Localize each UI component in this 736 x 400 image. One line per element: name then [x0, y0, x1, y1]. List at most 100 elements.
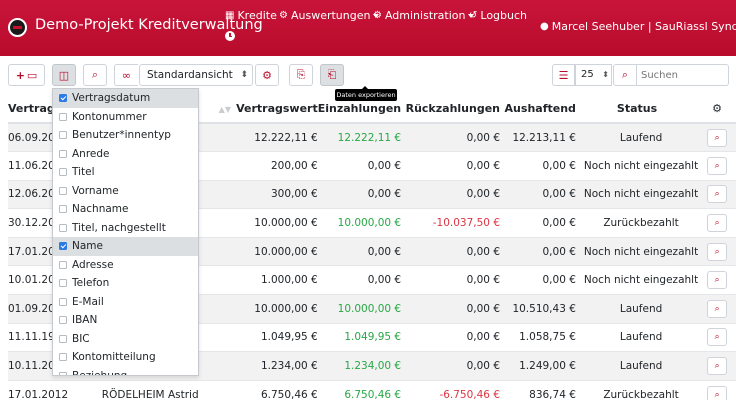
cell-rueck: 0,00 € [401, 351, 501, 381]
cell-rueck: -10.037,50 € [401, 208, 501, 238]
clock-icon[interactable] [225, 31, 235, 41]
checkbox[interactable] [59, 149, 67, 158]
cogs-icon: ⚙ [262, 68, 272, 82]
checkbox[interactable] [59, 334, 67, 343]
search-input[interactable] [636, 64, 729, 86]
column-toggle-label: Benutzer*innentyp [72, 129, 171, 142]
column-toggle-item[interactable]: Vorname [53, 182, 198, 201]
user-menu[interactable]: ● Marcel Seehuber | SauRiassl Syndikat [540, 20, 736, 33]
checkbox[interactable] [59, 242, 67, 251]
cell-ein: 12.222,11 € [317, 122, 402, 152]
history-icon: ↺ [469, 10, 478, 21]
column-toggle-item[interactable]: Kontonummer [53, 108, 198, 127]
column-toggle-item[interactable]: Beziehung [53, 367, 198, 376]
column-toggle-item[interactable]: BIC [53, 330, 198, 349]
view-details-button[interactable]: ⌕ [707, 242, 728, 261]
checkbox[interactable] [59, 112, 67, 121]
cell-ein: 0,00 € [317, 236, 402, 266]
checkbox[interactable] [59, 297, 67, 306]
brand-logo[interactable] [8, 18, 27, 37]
checkbox[interactable] [59, 223, 67, 232]
view-details-button[interactable]: ⌕ [707, 271, 728, 290]
column-toggle-label: Nachname [72, 203, 129, 216]
column-toggle-label: Adresse [72, 258, 114, 271]
column-toggle-item[interactable]: Adresse [53, 256, 198, 275]
cell-aus: 0,00 € [500, 151, 576, 181]
column-toggle-item[interactable]: Name [53, 237, 198, 256]
list-ol-icon: ☰ [558, 68, 569, 82]
header-aushaftend[interactable]: Aushaftend [500, 95, 576, 124]
nav-administration[interactable]: ⚙ Administration [373, 9, 474, 22]
cell-aus: 10.510,43 € [500, 294, 576, 324]
checkbox[interactable] [59, 260, 67, 269]
page-size-select[interactable]: 25 [575, 64, 612, 86]
cell-actions: ⌕ [698, 151, 736, 181]
table-row: 17.01.2012 RÖDELHEIM Astrid 6.750,46 €6.75… [8, 379, 736, 400]
nav-logbuch[interactable]: ↺ Logbuch [469, 9, 528, 22]
header-vertragswert[interactable]: Vertragswert [230, 95, 318, 124]
column-toggle-item[interactable]: Nachname [53, 200, 198, 219]
column-toggle-label: Kontonummer [72, 110, 147, 123]
cell-status: Laufend [575, 294, 699, 324]
brand-title[interactable]: Demo-Projekt Kreditverwaltung [35, 17, 263, 33]
cogs-icon: ⚙ [279, 10, 288, 21]
view-settings-button[interactable]: ⚙ [255, 64, 279, 86]
column-toggle-item[interactable]: Telefon [53, 274, 198, 293]
cell-status: Noch nicht eingezahlt [575, 151, 699, 181]
checkbox[interactable] [59, 353, 67, 362]
column-toggle-item[interactable]: Benutzer*innentyp [53, 126, 198, 145]
view-details-button[interactable]: ⌕ [707, 385, 728, 400]
header-einzahlungen[interactable]: Einzahlungen [317, 95, 402, 124]
view-details-button[interactable]: ⌕ [707, 128, 728, 147]
column-toggle-label: IBAN [72, 314, 98, 327]
nav-auswertungen[interactable]: ⚙ Auswertungen [279, 9, 379, 22]
view-details-button[interactable]: ⌕ [707, 185, 728, 204]
column-toggle-item[interactable]: Titel, nachgestellt [53, 219, 198, 238]
checkbox[interactable] [59, 168, 67, 177]
search-icon: ⌕ [621, 68, 629, 81]
header-rueckzahlungen[interactable]: Rückzahlungen [401, 95, 501, 124]
checkbox[interactable] [59, 279, 67, 288]
checkbox[interactable] [59, 205, 67, 214]
cell-actions: ⌕ [698, 179, 736, 209]
column-toggle-label: Titel [72, 166, 95, 179]
checkbox[interactable] [59, 186, 67, 195]
columns-button[interactable]: ◫ [52, 64, 76, 86]
cell-name: RÖDELHEIM Astrid [93, 379, 231, 400]
view-details-button[interactable]: ⌕ [707, 328, 728, 347]
view-glasses-button[interactable]: ∞ [114, 64, 138, 86]
view-select[interactable]: Standardansicht [139, 64, 253, 86]
view-details-button[interactable]: ⌕ [707, 357, 728, 376]
navbar: Demo-Projekt Kreditverwaltung ▦ Kredite … [0, 0, 736, 56]
nav-kredite[interactable]: ▦ Kredite [225, 9, 277, 22]
checkbox[interactable] [59, 316, 67, 325]
column-toggle-item[interactable]: Vertragsdatum [53, 89, 198, 108]
view-details-button[interactable]: ⌕ [707, 156, 728, 175]
cell-aus: 0,00 € [500, 265, 576, 295]
checkbox[interactable] [59, 94, 67, 103]
checkbox[interactable] [59, 131, 67, 140]
view-details-button[interactable]: ⌕ [707, 299, 728, 318]
header-actions[interactable]: ⚙ [698, 95, 736, 124]
search-button[interactable]: ⌕ [83, 64, 107, 86]
column-toggle-label: Beziehung [72, 369, 128, 376]
cell-aus: 836,74 € [500, 379, 576, 400]
add-contract-button[interactable]: + ▭ [8, 64, 45, 86]
columns-dropdown: Vertragsdatum Kontonummer Benutzer*innenty… [52, 88, 199, 376]
column-toggle-item[interactable]: Anrede [53, 145, 198, 164]
cell-actions: ⌕ [698, 122, 736, 152]
header-status[interactable]: Status [575, 95, 699, 124]
import-button[interactable]: ⎘ [289, 64, 313, 86]
table-row: 17.01.20 10.000,00 €0,00 €0,00 €0,00 € Noc… [8, 236, 736, 266]
column-toggle-item[interactable]: E-Mail [53, 293, 198, 312]
column-toggle-item[interactable]: IBAN [53, 311, 198, 330]
cell-wert: 10.000,00 € [230, 208, 318, 238]
export-button[interactable]: ⎗ [320, 64, 344, 86]
cell-status: Laufend [575, 122, 699, 152]
view-details-button[interactable]: ⌕ [707, 214, 728, 233]
cell-actions: ⌕ [698, 322, 736, 352]
cell-status: Zurückbezahlt [575, 379, 699, 400]
checkbox[interactable] [59, 371, 67, 375]
column-toggle-item[interactable]: Kontomitteilung [53, 348, 198, 367]
column-toggle-item[interactable]: Titel [53, 163, 198, 182]
